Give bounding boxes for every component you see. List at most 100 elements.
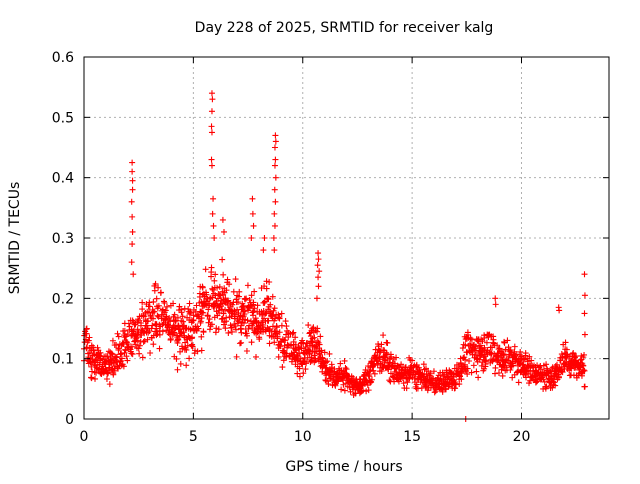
data-point bbox=[140, 313, 147, 320]
data-point bbox=[89, 368, 96, 375]
data-point bbox=[128, 198, 135, 205]
data-point bbox=[478, 351, 485, 358]
data-point bbox=[553, 361, 560, 368]
data-point bbox=[103, 376, 110, 383]
data-point bbox=[140, 338, 147, 345]
data-point bbox=[209, 210, 216, 217]
tick-marks-layer bbox=[83, 56, 609, 420]
data-point bbox=[523, 374, 530, 381]
data-point bbox=[324, 358, 331, 365]
data-point bbox=[187, 309, 194, 316]
data-point bbox=[315, 256, 322, 263]
data-point bbox=[302, 366, 309, 373]
data-point bbox=[208, 321, 215, 328]
data-point bbox=[104, 353, 111, 360]
data-point bbox=[92, 375, 99, 382]
data-point bbox=[216, 309, 223, 316]
data-point bbox=[106, 381, 113, 388]
data-point bbox=[366, 368, 373, 375]
data-point bbox=[543, 361, 550, 368]
data-point bbox=[458, 376, 465, 383]
data-point bbox=[455, 364, 462, 371]
data-point bbox=[573, 374, 580, 381]
data-point bbox=[492, 364, 499, 371]
data-point bbox=[244, 282, 251, 289]
data-point bbox=[208, 129, 215, 136]
data-point bbox=[341, 387, 348, 394]
data-point bbox=[226, 281, 233, 288]
data-point bbox=[132, 341, 139, 348]
data-point bbox=[348, 378, 355, 385]
data-point bbox=[214, 284, 221, 291]
data-points-layer bbox=[80, 90, 588, 422]
data-point bbox=[198, 315, 205, 322]
data-point bbox=[475, 374, 482, 381]
data-point bbox=[252, 315, 259, 322]
data-point bbox=[492, 295, 499, 302]
data-point bbox=[495, 370, 502, 377]
data-point bbox=[276, 314, 283, 321]
data-point bbox=[124, 357, 131, 364]
data-point bbox=[272, 138, 279, 145]
data-point bbox=[368, 376, 375, 383]
data-point bbox=[314, 345, 321, 352]
data-point bbox=[528, 357, 535, 364]
data-point bbox=[271, 339, 278, 346]
x-axis-label: GPS time / hours bbox=[285, 459, 402, 475]
data-point bbox=[238, 329, 245, 336]
data-point bbox=[167, 335, 174, 342]
data-point bbox=[248, 339, 255, 346]
data-point bbox=[97, 349, 104, 356]
data-point bbox=[409, 357, 416, 364]
data-point bbox=[338, 386, 345, 393]
data-point bbox=[170, 300, 177, 307]
data-point bbox=[315, 250, 322, 257]
data-point bbox=[192, 347, 199, 354]
data-point bbox=[211, 277, 218, 284]
data-point bbox=[319, 355, 326, 362]
data-point bbox=[187, 326, 194, 333]
y-tick-label: 0.6 bbox=[52, 50, 74, 66]
data-point bbox=[215, 326, 222, 333]
data-point bbox=[296, 365, 303, 372]
data-point bbox=[272, 198, 279, 205]
data-point bbox=[274, 333, 281, 340]
data-point bbox=[533, 378, 540, 385]
data-point bbox=[481, 335, 488, 342]
data-point bbox=[483, 357, 490, 364]
data-point bbox=[468, 369, 475, 376]
data-point bbox=[186, 355, 193, 362]
data-point bbox=[144, 318, 151, 325]
data-point bbox=[219, 216, 226, 223]
data-point bbox=[152, 280, 159, 287]
data-point bbox=[156, 345, 163, 352]
data-point bbox=[387, 370, 394, 377]
data-point bbox=[170, 330, 177, 337]
data-point bbox=[309, 338, 316, 345]
data-point bbox=[205, 306, 212, 313]
data-point bbox=[136, 342, 143, 349]
data-point bbox=[206, 316, 213, 323]
data-point bbox=[483, 339, 490, 346]
data-point bbox=[178, 309, 185, 316]
data-point bbox=[313, 295, 320, 302]
data-point bbox=[316, 268, 323, 275]
data-point bbox=[259, 311, 266, 318]
data-point bbox=[190, 317, 197, 324]
x-tick-label: 0 bbox=[80, 429, 89, 445]
data-point bbox=[395, 378, 402, 385]
data-point bbox=[270, 235, 277, 241]
data-point bbox=[129, 177, 136, 184]
data-point bbox=[130, 271, 137, 278]
data-point bbox=[314, 325, 321, 332]
data-point bbox=[155, 302, 162, 309]
data-point bbox=[223, 318, 230, 325]
data-point bbox=[146, 303, 153, 310]
data-point bbox=[136, 350, 143, 357]
data-point bbox=[570, 349, 577, 356]
data-point bbox=[559, 369, 566, 376]
data-point bbox=[212, 271, 219, 278]
data-point bbox=[466, 358, 473, 365]
data-point bbox=[296, 350, 303, 357]
data-point bbox=[88, 375, 95, 382]
